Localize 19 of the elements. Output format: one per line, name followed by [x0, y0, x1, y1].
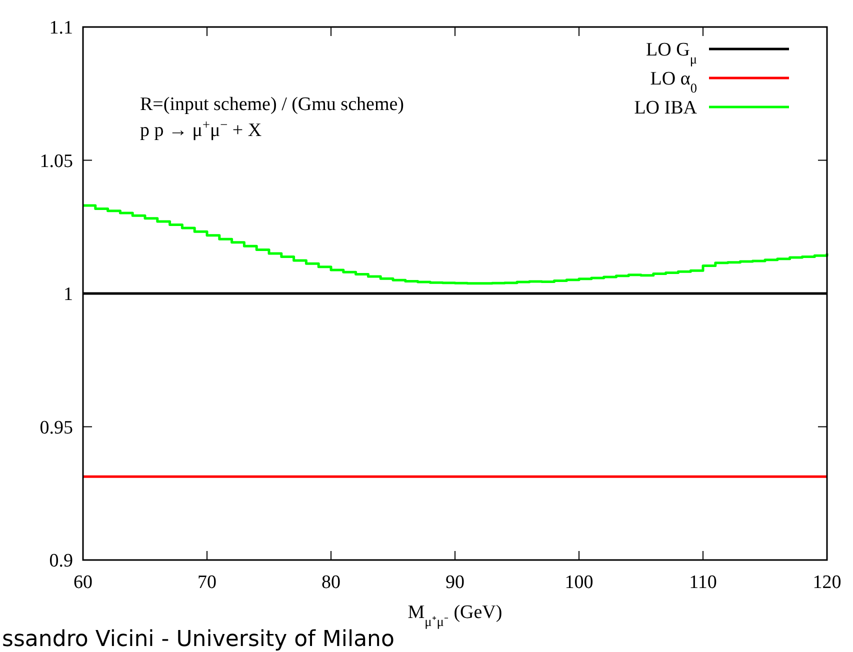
x-tick-label: 90 [446, 572, 464, 593]
legend-label: LO IBA [634, 98, 698, 119]
x-tick-label: 120 [812, 572, 842, 593]
x-tick-label: 80 [322, 572, 340, 593]
x-tick-label: 70 [198, 572, 216, 593]
y-tick-label: 0.95 [40, 417, 73, 438]
text: ssandro Vicini - University of Milano [2, 627, 394, 652]
x-tick-label: 60 [74, 572, 92, 593]
y-tick-label: 1.1 [49, 18, 73, 39]
annotation: p p → μ$^{+}$μ$^{−}$ + X [140, 116, 262, 141]
x-tick-label: 110 [689, 572, 717, 593]
x-axis-title: M$_{μ⁺μ⁻}$ (GeV) [408, 602, 502, 628]
legend-label: LO G$_{μ}$ [646, 40, 697, 66]
y-tick-label: 1 [64, 284, 73, 306]
x-tick-label: 100 [564, 572, 594, 593]
annotation: R=(input scheme) / (Gmu scheme) [140, 94, 404, 115]
y-tick-label: 0.9 [49, 550, 73, 572]
y-tick-label: 1.05 [40, 150, 73, 172]
legend-label: LO α$_{0}$ [650, 68, 698, 96]
